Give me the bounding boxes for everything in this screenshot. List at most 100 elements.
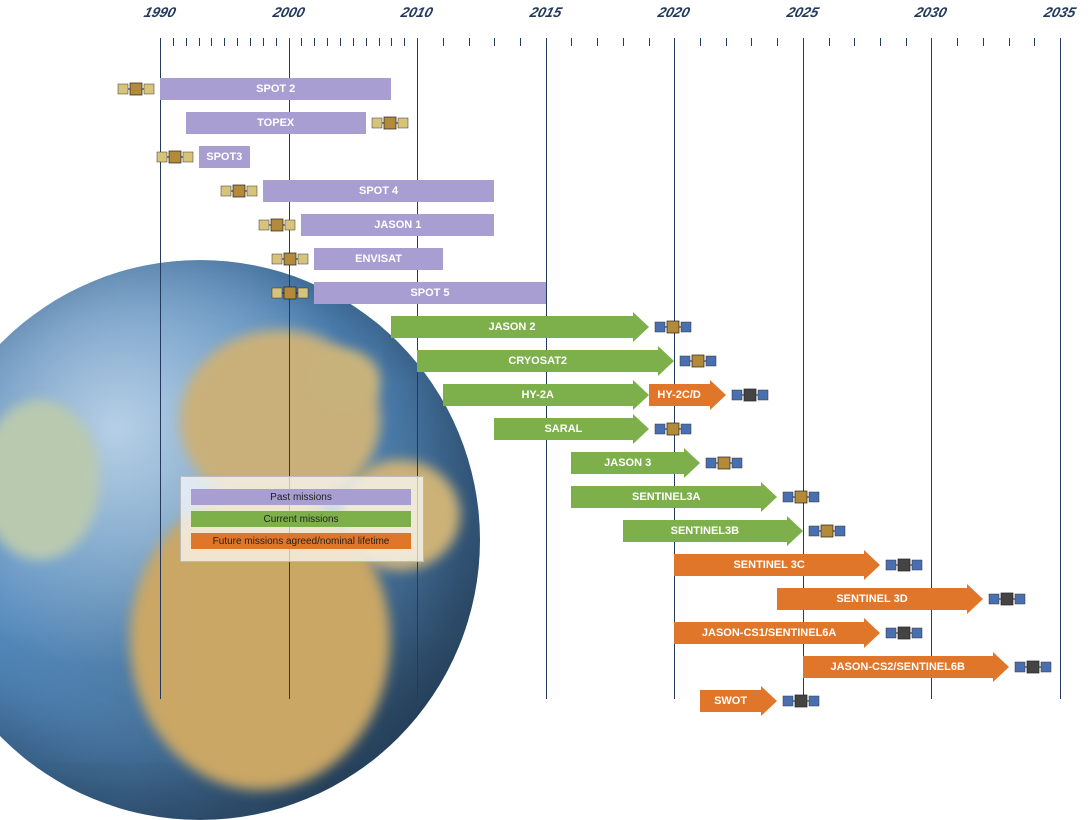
satellite-icon bbox=[155, 144, 195, 170]
gridline bbox=[1060, 38, 1061, 699]
satellite-icon bbox=[219, 178, 259, 204]
satellite-icon bbox=[807, 518, 847, 544]
satellite-icon bbox=[370, 110, 410, 136]
axis-tick bbox=[211, 38, 212, 46]
mission-label: HY-2A bbox=[443, 384, 633, 406]
mission-label: CRYOSAT2 bbox=[417, 350, 658, 372]
satellite-icon bbox=[257, 212, 297, 238]
axis-tick bbox=[276, 38, 277, 46]
arrow-head bbox=[710, 380, 726, 410]
axis-tick bbox=[301, 38, 302, 46]
arrow-head bbox=[864, 618, 880, 648]
mission-bar: SENTINEL3A bbox=[571, 486, 777, 508]
axis-tick bbox=[366, 38, 367, 46]
mission-bar: TOPEX bbox=[186, 112, 366, 134]
axis-tick bbox=[237, 38, 238, 46]
axis-year-label: 2015 bbox=[528, 4, 563, 20]
arrow-head bbox=[761, 686, 777, 716]
axis-tick bbox=[404, 38, 405, 46]
mission-bar: SPOT 2 bbox=[160, 78, 391, 100]
satellite-icon bbox=[116, 76, 156, 102]
axis-year-label: 2010 bbox=[399, 4, 434, 20]
axis-year-label: 1990 bbox=[142, 4, 177, 20]
axis-tick bbox=[880, 38, 881, 46]
satellite-icon bbox=[257, 212, 297, 238]
mission-bar: JASON 2 bbox=[391, 316, 648, 338]
axis-tick bbox=[906, 38, 907, 46]
arrow-head bbox=[993, 652, 1009, 682]
axis-tick bbox=[199, 38, 200, 46]
axis-year-label: 2025 bbox=[785, 4, 820, 20]
legend-swatch: Current missions bbox=[191, 511, 411, 527]
arrow-head bbox=[967, 584, 983, 614]
satellite-icon bbox=[781, 688, 821, 714]
axis-tick bbox=[649, 38, 650, 46]
axis-tick bbox=[1034, 38, 1035, 46]
mission-label: SENTINEL3B bbox=[623, 520, 787, 542]
satellite-icon bbox=[884, 620, 924, 646]
gridline bbox=[674, 38, 675, 699]
axis-year-label: 2020 bbox=[657, 4, 692, 20]
axis-tick bbox=[623, 38, 624, 46]
mission-bar: SPOT 4 bbox=[263, 180, 494, 202]
satellite-icon bbox=[270, 246, 310, 272]
legend-row: Past missions bbox=[191, 487, 413, 507]
mission-label: JASON-CS2/SENTINEL6B bbox=[803, 656, 993, 678]
axis-tick bbox=[957, 38, 958, 46]
mission-label: SWOT bbox=[700, 690, 761, 712]
mission-bar: CRYOSAT2 bbox=[417, 350, 674, 372]
satellite-icon bbox=[1013, 654, 1053, 680]
arrow-head bbox=[633, 380, 649, 410]
axis-tick bbox=[751, 38, 752, 46]
axis-tick bbox=[726, 38, 727, 46]
axis-tick bbox=[854, 38, 855, 46]
satellite-icon bbox=[678, 348, 718, 374]
arrow-head bbox=[633, 414, 649, 444]
satellite-icon bbox=[653, 314, 693, 340]
axis-year-label: 2000 bbox=[271, 4, 306, 20]
satellite-icon bbox=[987, 586, 1027, 612]
mission-bar: HY-2A bbox=[443, 384, 649, 406]
mission-bar: JASON-CS2/SENTINEL6B bbox=[803, 656, 1009, 678]
axis-year-label: 2035 bbox=[1042, 4, 1077, 20]
legend-row: Future missions agreed/nominal lifetime bbox=[191, 531, 413, 551]
mission-bar: JASON 3 bbox=[571, 452, 700, 474]
timeline-chart: 1990 2000 2010 2015 2020 2025 2030 2035 SPOT 2 T… bbox=[0, 0, 1090, 719]
satellite-icon bbox=[987, 586, 1027, 612]
mission-label: SENTINEL3A bbox=[571, 486, 761, 508]
satellite-icon bbox=[730, 382, 770, 408]
axis-year-label: 2030 bbox=[914, 4, 949, 20]
mission-label: HY-2C/D bbox=[649, 384, 710, 406]
legend-row: Current missions bbox=[191, 509, 413, 529]
mission-label: JASON 2 bbox=[391, 316, 632, 338]
satellite-icon bbox=[781, 484, 821, 510]
axis-tick bbox=[263, 38, 264, 46]
mission-bar: SENTINEL3B bbox=[623, 520, 803, 542]
mission-label: JASON-CS1/SENTINEL6A bbox=[674, 622, 864, 644]
satellite-icon bbox=[270, 280, 310, 306]
axis-tick bbox=[469, 38, 470, 46]
gridline bbox=[289, 38, 290, 699]
axis-tick bbox=[571, 38, 572, 46]
axis-tick bbox=[443, 38, 444, 46]
axis-tick bbox=[379, 38, 380, 46]
axis-tick bbox=[1009, 38, 1010, 46]
axis-tick bbox=[314, 38, 315, 46]
axis-tick bbox=[173, 38, 174, 46]
mission-label: JASON 3 bbox=[571, 452, 684, 474]
axis-tick bbox=[829, 38, 830, 46]
arrow-head bbox=[787, 516, 803, 546]
satellite-icon bbox=[678, 348, 718, 374]
arrow-head bbox=[658, 346, 674, 376]
arrow-head bbox=[864, 550, 880, 580]
satellite-icon bbox=[884, 552, 924, 578]
axis-tick bbox=[340, 38, 341, 46]
mission-bar: SPOT3 bbox=[199, 146, 250, 168]
satellite-icon bbox=[781, 688, 821, 714]
arrow-head bbox=[684, 448, 700, 478]
satellite-icon bbox=[219, 178, 259, 204]
mission-bar: SPOT 5 bbox=[314, 282, 545, 304]
mission-bar: SARAL bbox=[494, 418, 648, 440]
satellite-icon bbox=[730, 382, 770, 408]
axis-tick bbox=[494, 38, 495, 46]
